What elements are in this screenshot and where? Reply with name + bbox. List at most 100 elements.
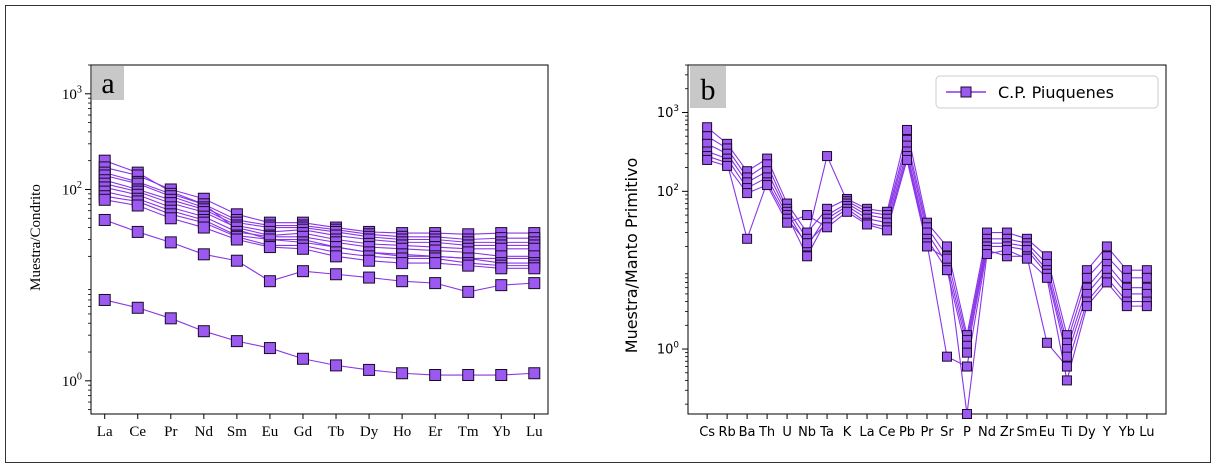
x-tick-label: Y (1102, 425, 1111, 440)
y-tick-label: 103 (62, 84, 82, 103)
y-tick-base: 10 (657, 343, 674, 358)
data-point (98, 193, 111, 206)
data-point (1061, 361, 1072, 372)
panel-label-bg (690, 66, 726, 108)
y-tick-exponent: 0 (77, 371, 82, 382)
data-point (941, 253, 952, 264)
data-point (330, 250, 343, 263)
x-tick-label: Ce (878, 425, 895, 440)
data-point (902, 154, 913, 165)
x-tick-label: La (859, 425, 874, 440)
panel-label-bg (92, 66, 124, 100)
data-point (842, 206, 853, 217)
data-point (429, 257, 442, 270)
data-point (396, 367, 409, 380)
y-tick-base: 10 (62, 87, 77, 103)
data-point (802, 251, 813, 262)
y-tick-label: 102 (62, 180, 82, 199)
data-point (131, 225, 144, 238)
data-point (822, 222, 833, 233)
data-point (495, 369, 508, 382)
data-point (462, 369, 475, 382)
legend-box (935, 75, 1159, 109)
data-point (197, 221, 210, 234)
x-tick-label: Yb (492, 424, 510, 440)
data-point (1081, 301, 1092, 312)
data-point (363, 271, 376, 284)
data-point (1041, 272, 1052, 283)
x-tick-label: Zr (1000, 425, 1015, 440)
x-tick-label: P (963, 425, 971, 440)
data-point (462, 285, 475, 298)
x-tick-label: Cs (699, 425, 715, 440)
x-tick-label: Ti (1060, 425, 1072, 440)
legend-label: C.P. Piuquenes (998, 83, 1114, 102)
x-tick-label: Ho (393, 424, 411, 440)
data-point (742, 188, 753, 199)
panel-label: b (701, 74, 716, 107)
data-point (230, 233, 243, 246)
data-point (164, 236, 177, 249)
panel-label: a (101, 67, 114, 100)
y-tick-base: 10 (62, 183, 77, 199)
x-tick-label: Ce (129, 424, 146, 440)
data-point (330, 359, 343, 372)
data-point (1081, 272, 1092, 283)
data-point (802, 238, 813, 249)
data-point (941, 241, 952, 252)
data-point (131, 301, 144, 314)
x-tick-label: K (843, 425, 852, 440)
data-point (1121, 272, 1132, 283)
data-point (1141, 301, 1152, 312)
x-tick-label: Th (758, 425, 775, 440)
y-tick-base: 10 (62, 374, 77, 390)
y-tick-base: 10 (657, 106, 674, 121)
x-tick-label: Gd (294, 424, 313, 440)
data-point (961, 347, 972, 358)
series-line-5 (706, 159, 1147, 415)
y-tick-exponent: 3 (673, 104, 679, 114)
data-point (1101, 241, 1112, 252)
data-point (429, 277, 442, 290)
y-tick-label: 102 (657, 183, 679, 200)
data-point (528, 367, 541, 380)
data-point (98, 293, 111, 306)
data-point (98, 213, 111, 226)
data-point (230, 254, 243, 267)
y-tick-exponent: 0 (673, 341, 679, 351)
data-point (363, 363, 376, 376)
x-tick-label: Pb (899, 425, 915, 440)
y-tick-label: 100 (62, 371, 82, 390)
data-point (1041, 337, 1052, 348)
y-tick-label: 103 (657, 104, 679, 121)
x-tick-label: Dy (1078, 425, 1096, 440)
legend-marker (960, 86, 972, 98)
data-point (296, 242, 309, 255)
x-tick-label: Nd (195, 424, 214, 440)
x-tick-label: Sr (940, 425, 954, 440)
data-point (528, 262, 541, 275)
data-point (941, 265, 952, 276)
x-tick-label: Ta (819, 425, 834, 440)
x-tick-label: Nd (978, 425, 996, 440)
x-tick-label: Yb (1118, 425, 1135, 440)
data-point (296, 265, 309, 278)
data-point (702, 154, 713, 165)
data-point (1001, 245, 1012, 256)
x-tick-label: La (97, 424, 113, 440)
x-tick-label: Pr (164, 424, 177, 440)
x-tick-label: Tm (458, 424, 479, 440)
data-point (1141, 272, 1152, 283)
data-point (1101, 277, 1112, 288)
x-tick-label: Sm (227, 424, 247, 440)
data-point (528, 277, 541, 290)
data-point (330, 268, 343, 281)
data-point (802, 210, 813, 221)
data-point (396, 257, 409, 270)
data-point (941, 351, 952, 362)
y-tick-label: 100 (657, 341, 680, 358)
data-point (230, 335, 243, 348)
